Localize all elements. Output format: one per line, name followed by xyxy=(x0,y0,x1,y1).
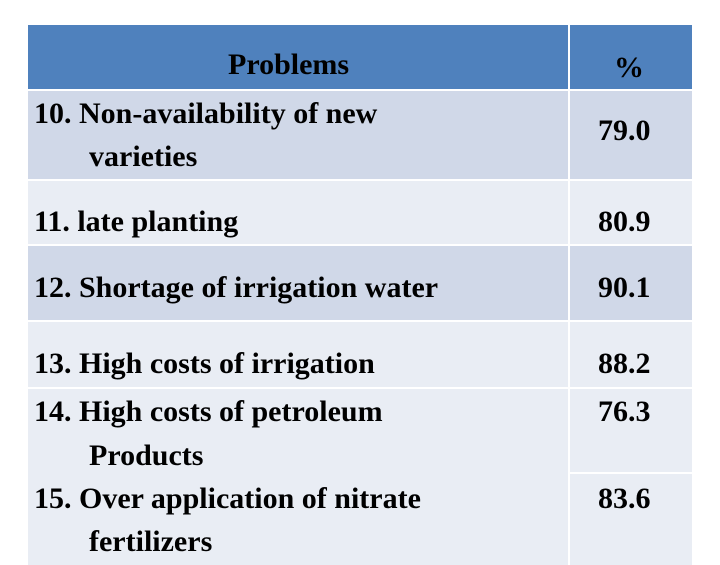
table-row-value-cell xyxy=(570,181,692,244)
row-10-label-line1: 10. Non-availability of new xyxy=(34,97,378,130)
table-row xyxy=(28,181,568,244)
row-10-value: 79.0 xyxy=(598,114,651,147)
row-divider xyxy=(28,387,568,389)
row-13-label: 13. High costs of irrigation xyxy=(34,347,375,380)
row-15-label-line2: fertilizers xyxy=(89,525,213,558)
row-14-value: 76.3 xyxy=(598,395,651,428)
row-11-label: 11. late planting xyxy=(34,205,239,238)
header-percent: % xyxy=(614,51,644,84)
table-row xyxy=(28,322,568,565)
table-row xyxy=(28,246,568,320)
problems-table xyxy=(28,25,692,565)
table-row-value-cell xyxy=(570,322,692,565)
table-row-value-cell xyxy=(570,91,692,179)
row-14-label-line1: 14. High costs of petroleum xyxy=(34,395,383,428)
header-cell-percent xyxy=(570,25,692,89)
row-12-value: 90.1 xyxy=(598,271,651,304)
row-13-value: 88.2 xyxy=(598,347,651,380)
row-10-label-line2: varieties xyxy=(89,140,198,173)
header-problems: Problems xyxy=(228,48,350,81)
row-14-label-line2: Products xyxy=(89,439,204,472)
row-divider xyxy=(570,472,692,474)
table-row-value-cell xyxy=(570,246,692,320)
row-12-label: 12. Shortage of irrigation water xyxy=(34,271,439,304)
row-15-label-line1: 15. Over application of nitrate xyxy=(34,482,421,515)
header-cell-problems xyxy=(28,25,568,89)
row-15-value: 83.6 xyxy=(598,482,651,515)
table-row xyxy=(28,91,568,179)
row-11-value: 80.9 xyxy=(598,205,651,238)
row-divider xyxy=(570,387,692,389)
